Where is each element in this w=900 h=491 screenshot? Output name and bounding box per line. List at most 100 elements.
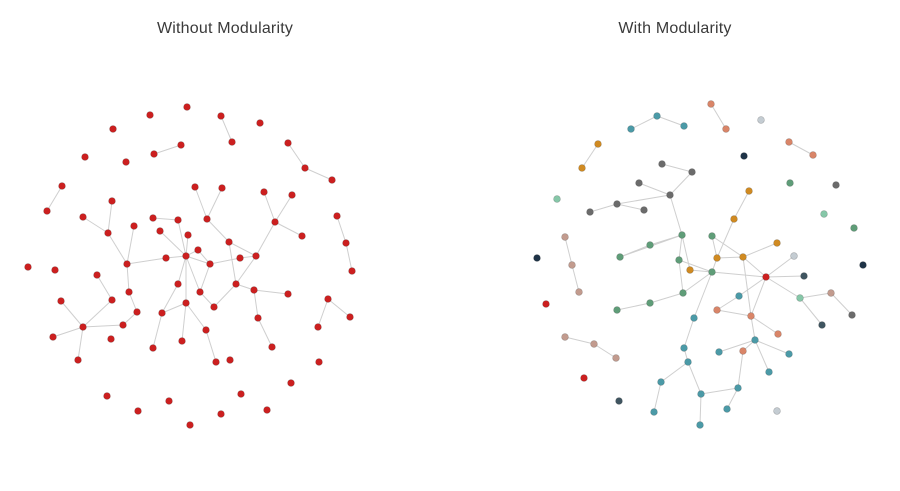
right-node [850, 224, 858, 232]
right-edge [571, 264, 580, 293]
left-edge [60, 300, 84, 328]
left-node [74, 356, 82, 364]
left-edge [263, 191, 276, 223]
right-edge [750, 315, 756, 341]
left-edge [213, 283, 237, 308]
left-node [314, 323, 322, 331]
left-node [268, 343, 276, 351]
left-edge [274, 221, 303, 237]
right-edge [742, 242, 778, 258]
right-edge [649, 292, 684, 304]
right-node [818, 321, 826, 329]
left-node [93, 271, 101, 279]
right-node [739, 347, 747, 355]
right-node [590, 340, 598, 348]
right-node [575, 288, 583, 296]
right-node [740, 152, 748, 160]
right-edge [765, 255, 795, 278]
left-edge [96, 274, 113, 301]
right-node [757, 116, 765, 124]
left-edge [255, 221, 276, 257]
left-node [174, 280, 182, 288]
left-edge [153, 144, 182, 155]
left-edge [304, 167, 333, 181]
panel-title-with-modularity: With Modularity [618, 20, 732, 37]
left-node [256, 119, 264, 127]
right-edge [681, 234, 691, 271]
right-node [612, 354, 620, 362]
right-edge [716, 256, 744, 259]
right-node [658, 160, 666, 168]
right-node [675, 256, 683, 264]
right-node [686, 266, 694, 274]
left-node [287, 379, 295, 387]
right-edge [616, 302, 651, 311]
left-node [104, 229, 112, 237]
right-edge [678, 259, 713, 273]
left-node [81, 153, 89, 161]
right-node [627, 125, 635, 133]
left-node [119, 321, 127, 329]
right-edge [718, 339, 756, 353]
right-node [747, 312, 755, 320]
right-node [723, 405, 731, 413]
right-node [646, 299, 654, 307]
right-edge [750, 315, 779, 335]
left-node [182, 252, 190, 260]
right-edge [593, 343, 617, 359]
left-node [134, 407, 142, 415]
right-edge [742, 256, 767, 278]
left-node [108, 197, 116, 205]
left-node [125, 288, 133, 296]
left-node [301, 164, 309, 172]
left-node [178, 337, 186, 345]
left-edge [82, 299, 113, 328]
right-edge [661, 163, 693, 173]
left-edge [185, 255, 211, 265]
left-edge [228, 241, 257, 257]
right-edge [726, 387, 739, 410]
left-edge [82, 324, 124, 328]
right-node [650, 408, 658, 416]
right-node [684, 358, 692, 366]
left-node [194, 246, 202, 254]
left-node [315, 358, 323, 366]
left-edge [185, 302, 207, 331]
left-edge [77, 326, 84, 361]
right-node [646, 241, 654, 249]
right-edge [693, 271, 713, 319]
right-node [735, 292, 743, 300]
left-edge [161, 283, 179, 314]
right-edge [737, 350, 744, 389]
left-node [237, 390, 245, 398]
right-node [707, 100, 715, 108]
right-node [640, 206, 648, 214]
left-node [130, 222, 138, 230]
left-edge [128, 291, 138, 313]
left-edge [107, 200, 113, 234]
left-node [203, 215, 211, 223]
left-edge [253, 289, 259, 319]
left-node [103, 392, 111, 400]
right-edge [699, 393, 702, 426]
right-edge [788, 141, 814, 156]
left-edge [159, 230, 187, 257]
right-node [613, 306, 621, 314]
left-node [162, 254, 170, 262]
left-edge [46, 185, 63, 212]
left-node [225, 238, 233, 246]
left-node [186, 421, 194, 429]
left-node [284, 139, 292, 147]
right-edge [754, 339, 790, 355]
right-edge [683, 317, 695, 349]
right-node [762, 273, 770, 281]
right-node [827, 289, 835, 297]
left-node [284, 290, 292, 298]
right-edge [830, 292, 853, 316]
left-edge [126, 263, 130, 293]
right-edge [716, 295, 740, 311]
left-node [263, 406, 271, 414]
right-edge [660, 361, 689, 383]
left-edge [181, 302, 187, 342]
